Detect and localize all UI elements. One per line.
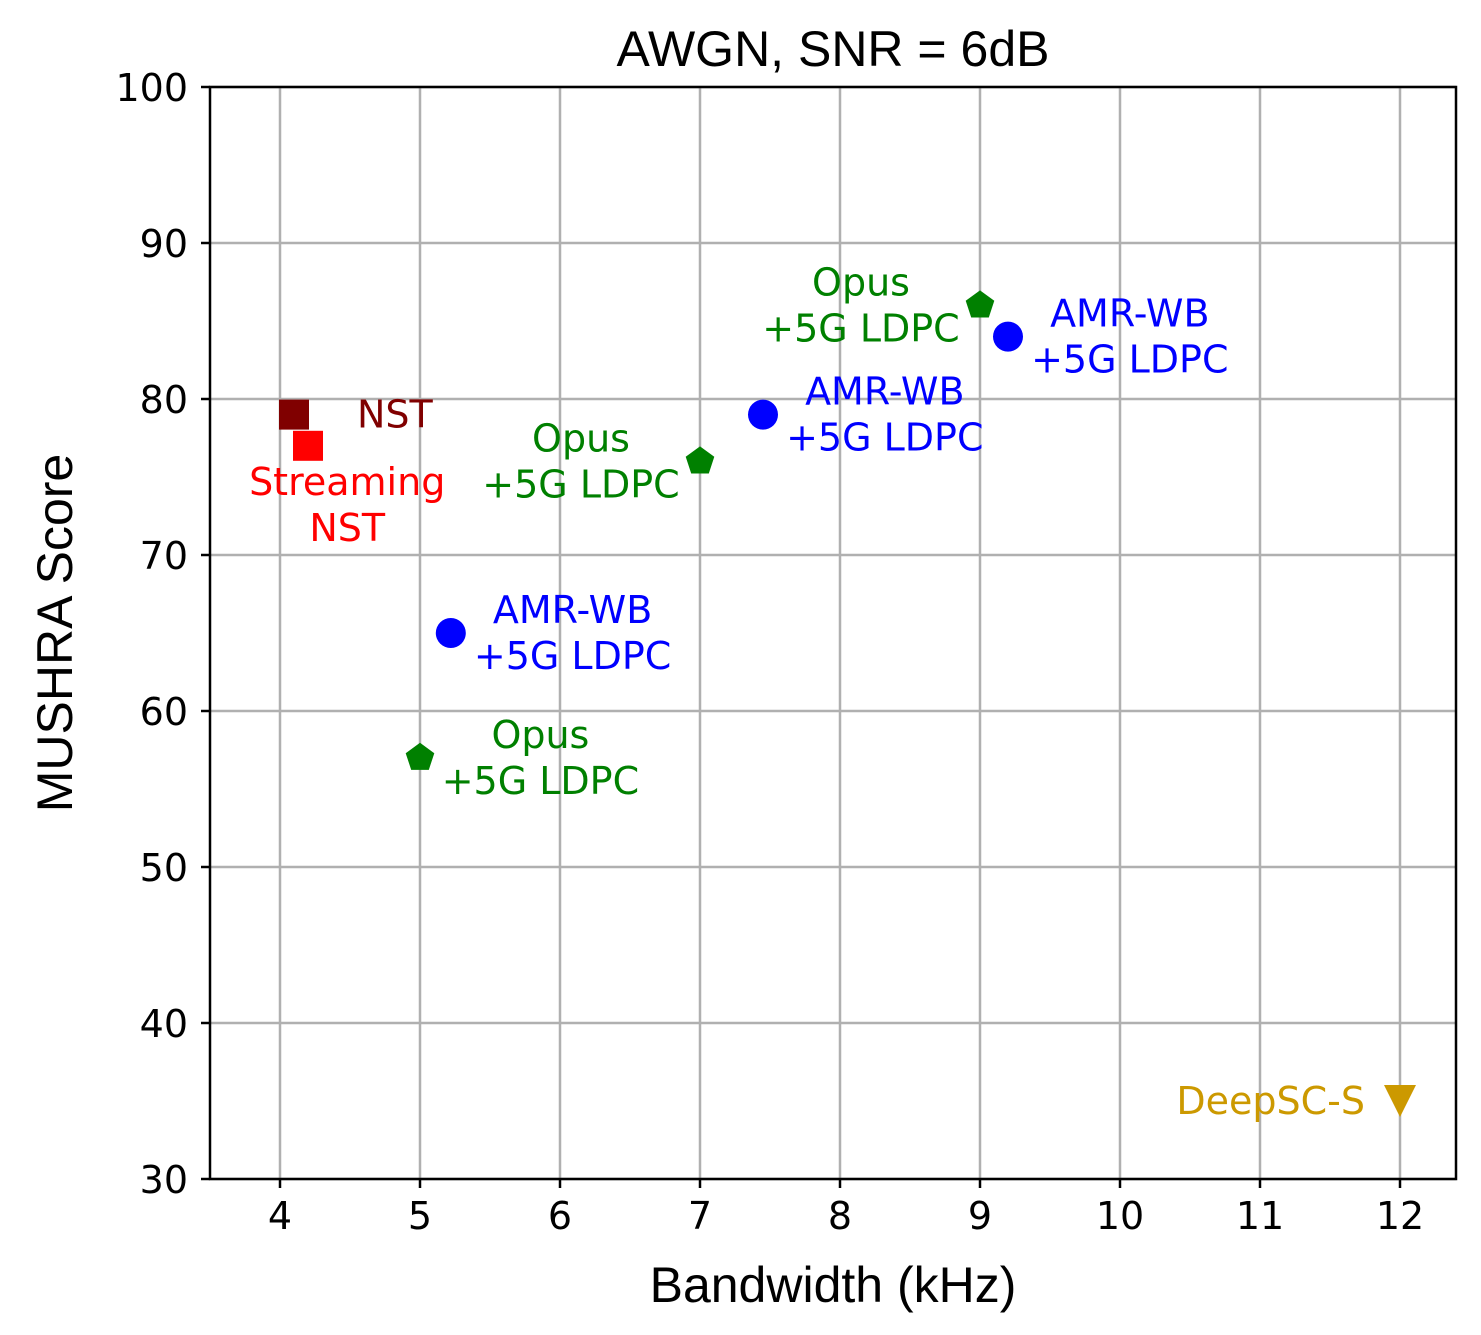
amr-wb-9-2-label-line: +5G LDPC xyxy=(1031,338,1228,382)
x-tick-label: 4 xyxy=(268,1194,292,1238)
x-tick-label: 8 xyxy=(828,1194,852,1238)
opus-7-marker xyxy=(685,446,715,474)
deepsc-s-label-line: DeepSC-S xyxy=(1176,1079,1365,1123)
opus-9-marker xyxy=(965,290,995,318)
amr-wb-5-2-marker xyxy=(435,618,466,648)
opus-7-label-line: +5G LDPC xyxy=(482,462,679,506)
x-axis-label: Bandwidth (kHz) xyxy=(650,1257,1017,1313)
streaming-nst-label-line: NST xyxy=(309,506,386,550)
y-tick-label: 90 xyxy=(140,222,188,266)
y-tick-label: 40 xyxy=(140,1002,188,1046)
opus-9-label-line: Opus xyxy=(812,260,910,304)
x-tick-label: 11 xyxy=(1236,1194,1284,1238)
nst-marker xyxy=(279,399,309,430)
y-tick-label: 50 xyxy=(140,846,188,890)
chart-title: AWGN, SNR = 6dB xyxy=(617,21,1050,77)
y-tick-label: 30 xyxy=(140,1158,188,1202)
deepsc-s-marker xyxy=(1384,1085,1416,1117)
data-points xyxy=(279,290,1416,1117)
x-tick-label: 7 xyxy=(688,1194,712,1238)
amr-wb-5-2-label-line: +5G LDPC xyxy=(474,634,671,678)
streaming-nst-label-line: Streaming xyxy=(249,460,445,504)
nst-label: NST xyxy=(357,393,434,437)
amr-wb-9-2-label-line: AMR-WB xyxy=(1050,292,1209,336)
opus-7-label-line: Opus xyxy=(532,416,630,460)
nst-label-line: NST xyxy=(357,393,434,437)
axis-ticks: 4 5 6 7 8 9 10 11 12 30 40 50 60 70 80 90 100 xyxy=(115,66,1424,1238)
y-tick-label: 70 xyxy=(140,534,188,578)
amr-wb-7-45-label: AMR-WB +5G LDPC xyxy=(786,370,983,460)
deepsc-s-label: DeepSC-S xyxy=(1176,1079,1365,1123)
amr-wb-7-45-label-line: AMR-WB xyxy=(805,370,964,414)
amr-wb-9-2-label: AMR-WB +5G LDPC xyxy=(1031,292,1228,382)
amr-wb-7-45-label-line: +5G LDPC xyxy=(786,416,983,460)
x-tick-label: 10 xyxy=(1096,1194,1144,1238)
opus-5-label-line: Opus xyxy=(491,713,589,757)
opus-5-label-line: +5G LDPC xyxy=(442,759,639,803)
x-tick-label: 6 xyxy=(548,1194,572,1238)
y-tick-label: 60 xyxy=(140,690,188,734)
streaming-nst-marker xyxy=(293,430,323,461)
y-tick-label: 80 xyxy=(140,378,188,422)
y-tick-label: 100 xyxy=(115,66,188,110)
y-axis-label: MUSHRA Score xyxy=(27,454,83,812)
x-tick-label: 12 xyxy=(1376,1194,1424,1238)
opus-5-label: Opus +5G LDPC xyxy=(442,713,639,803)
x-tick-label: 9 xyxy=(968,1194,992,1238)
amr-wb-5-2-label-line: AMR-WB xyxy=(493,588,652,632)
opus-7-label: Opus +5G LDPC xyxy=(482,416,679,506)
opus-9-label-line: +5G LDPC xyxy=(762,306,959,350)
opus-5-marker xyxy=(405,742,435,770)
streaming-nst-label: Streaming NST xyxy=(249,460,445,550)
amr-wb-5-2-label: AMR-WB +5G LDPC xyxy=(474,588,671,678)
amr-wb-7-45-marker xyxy=(748,399,778,430)
grid xyxy=(210,85,1456,1181)
amr-wb-9-2-marker xyxy=(993,321,1023,352)
plot-frame xyxy=(208,85,1458,1181)
x-tick-label: 5 xyxy=(408,1194,432,1238)
opus-9-label: Opus +5G LDPC xyxy=(762,260,959,350)
